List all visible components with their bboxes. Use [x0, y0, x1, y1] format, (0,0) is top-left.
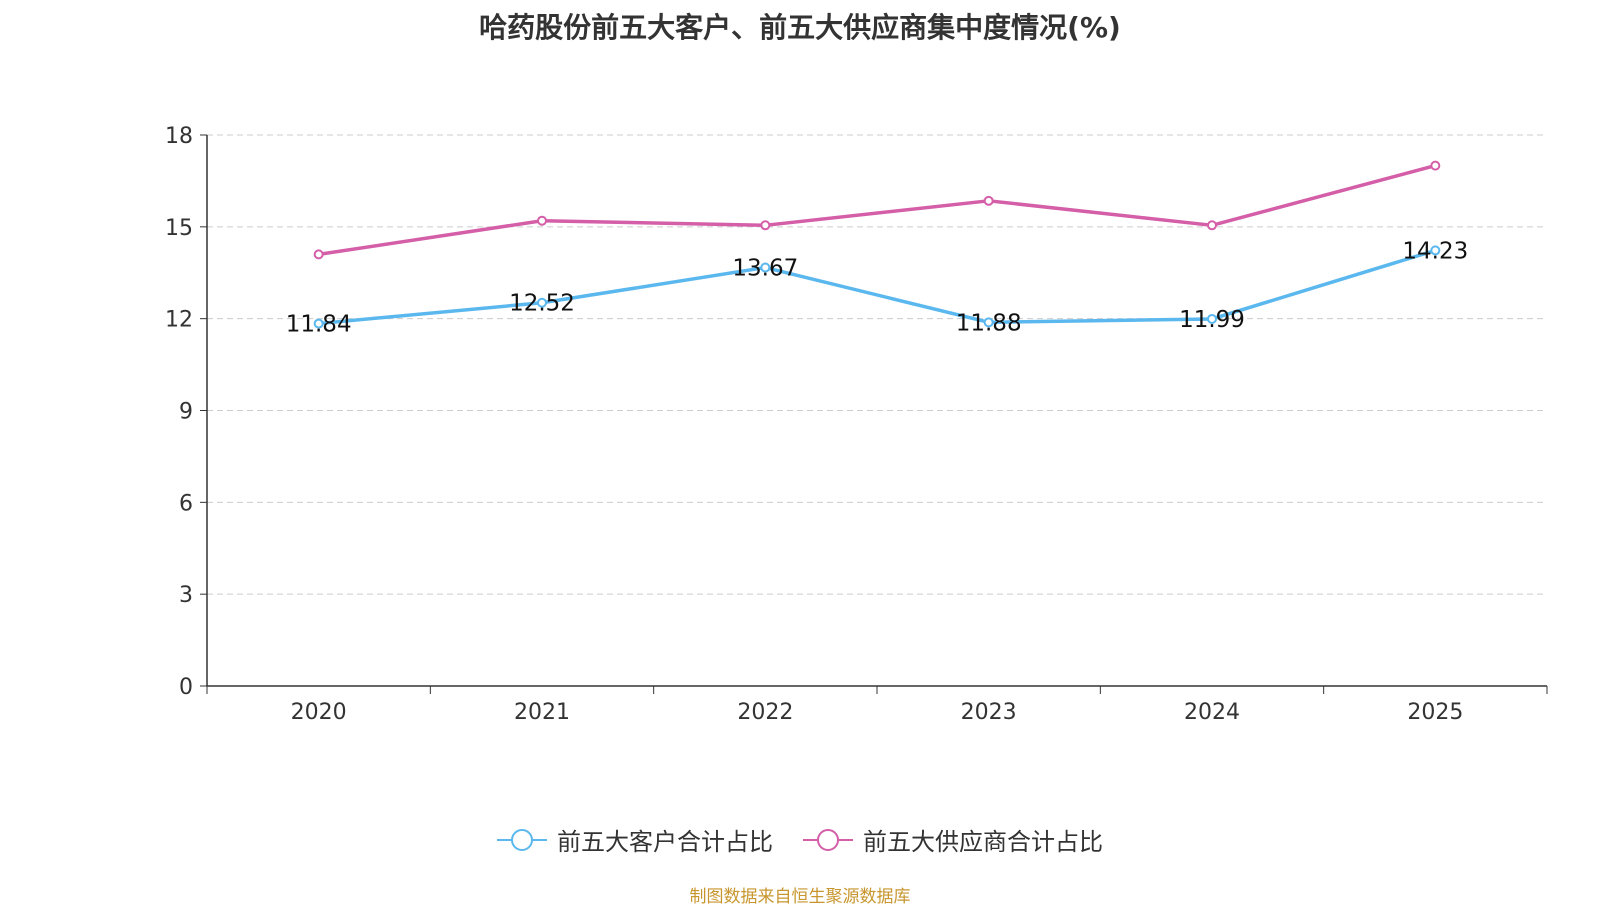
- x-tick-label-2020: 2020: [291, 700, 347, 725]
- data-label-2022: 13.67: [732, 256, 798, 282]
- legend-item-suppliers[interactable]: 前五大供应商合计占比: [803, 822, 1103, 857]
- series-0-point-2020: [313, 318, 324, 329]
- y-tick-label-9: 9: [179, 400, 193, 425]
- series-line-0: [318, 248, 1436, 326]
- chart-title: 哈药股份前五大客户、前五大供应商集中度情况(%): [479, 11, 1121, 44]
- series-0-point-2024: [1207, 313, 1217, 324]
- source-note: 制图数据来自恒生聚源数据库: [689, 887, 911, 907]
- label-layer: 11.84 12.52 13.67 11.88 11.99 14.23: [286, 238, 1469, 337]
- legend-item-customers[interactable]: 前五大客户合计占比: [497, 822, 773, 857]
- axis-layer: 0 3 6 9 12 15 18 2020 2021 2022 2023 2024 2025: [165, 124, 1548, 725]
- y-tick-label-0: 0: [179, 675, 193, 700]
- x-tick-label-2025: 2025: [1407, 700, 1463, 725]
- series-1-point-2024: [1207, 220, 1217, 231]
- series-0-point-2022: [760, 262, 771, 273]
- series-1-point-2020: [313, 249, 324, 260]
- series-layer: [313, 160, 1441, 329]
- series-1-point-2021: [537, 215, 547, 226]
- grid-layer: [207, 134, 1547, 595]
- legend: 前五大客户合计占比 前五大供应商合计占比: [0, 822, 1600, 857]
- series-1-point-2025: [1430, 160, 1441, 171]
- x-tick-label-2022: 2022: [737, 700, 793, 725]
- y-tick-label-3: 3: [179, 583, 193, 608]
- data-label-2025: 14.23: [1402, 238, 1468, 264]
- series-1-point-2023: [983, 195, 994, 206]
- series-0-point-2025: [1430, 245, 1441, 256]
- series-0-point-2023: [983, 317, 994, 328]
- data-label-2020: 11.84: [286, 312, 352, 338]
- series-1-point-2022: [760, 220, 771, 231]
- data-label-2021: 12.52: [509, 291, 575, 317]
- y-tick-label-15: 15: [165, 216, 193, 241]
- x-tick-label-2021: 2021: [514, 700, 570, 725]
- data-label-2024: 11.99: [1179, 307, 1245, 333]
- legend-marker-suppliers: [803, 828, 853, 851]
- x-tick-label-2023: 2023: [961, 700, 1017, 725]
- legend-label-customers: 前五大客户合计占比: [557, 828, 773, 856]
- legend-marker-customers: [497, 828, 547, 851]
- data-label-2023: 11.88: [956, 310, 1022, 336]
- x-tick-label-2024: 2024: [1184, 700, 1240, 725]
- legend-label-suppliers: 前五大供应商合计占比: [863, 828, 1103, 856]
- series-line-1: [318, 163, 1436, 257]
- y-tick-label-18: 18: [165, 124, 193, 149]
- y-tick-label-12: 12: [165, 308, 193, 333]
- series-0-point-2021: [537, 297, 547, 308]
- y-tick-label-6: 6: [179, 491, 193, 516]
